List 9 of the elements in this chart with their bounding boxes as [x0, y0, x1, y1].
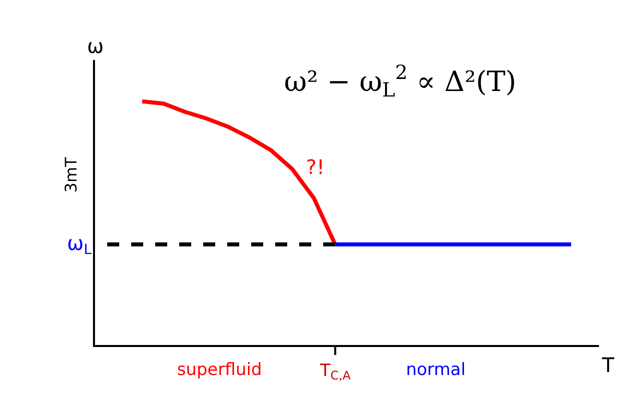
- text: T$_{C,A}$: [319, 361, 352, 383]
- x-axis-title: T: [601, 353, 615, 377]
- text: ω$_{L}$: [67, 231, 92, 258]
- text: superfluid: [177, 360, 262, 380]
- annotation: ?!: [306, 155, 325, 179]
- annotation: ω² − ω$_{L}$$^{2}$ ∝ Δ²(T): [284, 61, 516, 102]
- text: 3mT: [62, 156, 81, 193]
- text: normal: [406, 360, 466, 380]
- y-axis-title: ω: [87, 34, 104, 58]
